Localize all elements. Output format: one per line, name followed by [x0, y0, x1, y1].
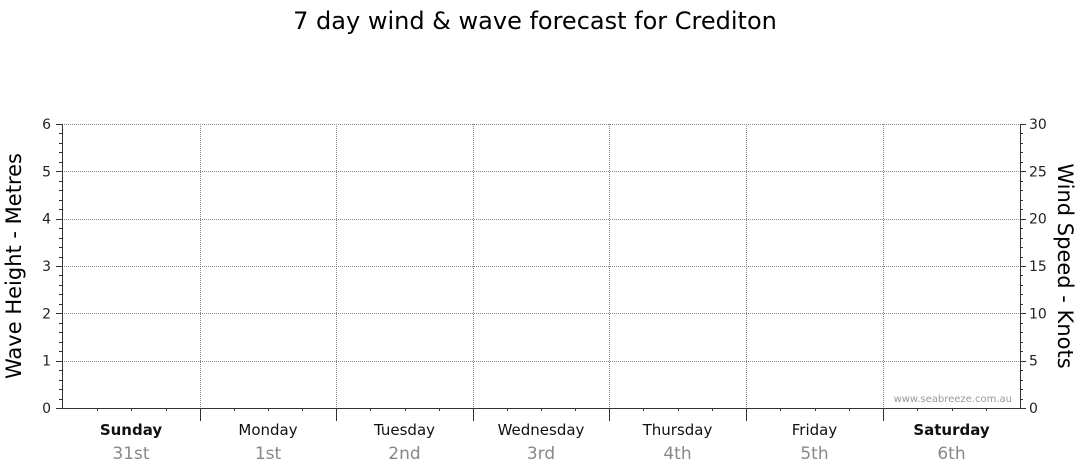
day-name-6: Saturday [913, 421, 990, 439]
right-tick-label-3: 15 [1029, 259, 1047, 275]
left-tick-label-6: 6 [42, 117, 51, 133]
axes [62, 124, 1021, 421]
day-name-1: Monday [238, 421, 297, 439]
left-tick-label-2: 2 [42, 306, 51, 322]
left-tick-label-0: 0 [42, 401, 51, 417]
left-axis-ticks: 0 1 2 3 4 5 6 [42, 117, 62, 417]
day-name-3: Wednesday [498, 421, 585, 439]
left-tick-label-3: 3 [42, 259, 51, 275]
day-date-4: 4th [663, 444, 691, 464]
right-tick-label-0: 0 [1029, 401, 1038, 417]
right-tick-label-4: 20 [1029, 212, 1047, 228]
grid-lines [62, 124, 1020, 408]
left-axis-title: Wave Height - Metres [2, 153, 26, 379]
day-date-5: 5th [800, 444, 828, 464]
left-tick-label-1: 1 [42, 354, 51, 370]
day-date-6: 6th [937, 444, 965, 464]
left-tick-label-4: 4 [42, 212, 51, 228]
left-tick-label-5: 5 [42, 164, 51, 180]
right-axis-ticks: 0 5 10 15 20 25 30 [1020, 117, 1047, 417]
day-name-4: Thursday [642, 421, 713, 439]
day-date-0: 31st [112, 444, 149, 464]
right-tick-label-5: 25 [1029, 164, 1047, 180]
day-date-2: 2nd [388, 444, 420, 464]
right-tick-label-1: 5 [1029, 354, 1038, 370]
day-date-3: 3rd [527, 444, 555, 464]
day-labels: Sunday 31st Monday 1st Tuesday 2nd Wednesday 3r… [100, 421, 990, 464]
right-axis-title: Wind Speed - Knots [1053, 163, 1077, 368]
chart-title: 7 day wind & wave forecast for Crediton [293, 7, 777, 35]
day-date-1: 1st [255, 444, 282, 464]
right-tick-label-6: 30 [1029, 117, 1047, 133]
day-name-0: Sunday [100, 421, 163, 439]
watermark-text: www.seabreeze.com.au [894, 394, 1012, 405]
right-tick-label-2: 10 [1029, 306, 1047, 322]
day-name-5: Friday [792, 421, 838, 439]
day-name-2: Tuesday [373, 421, 435, 439]
